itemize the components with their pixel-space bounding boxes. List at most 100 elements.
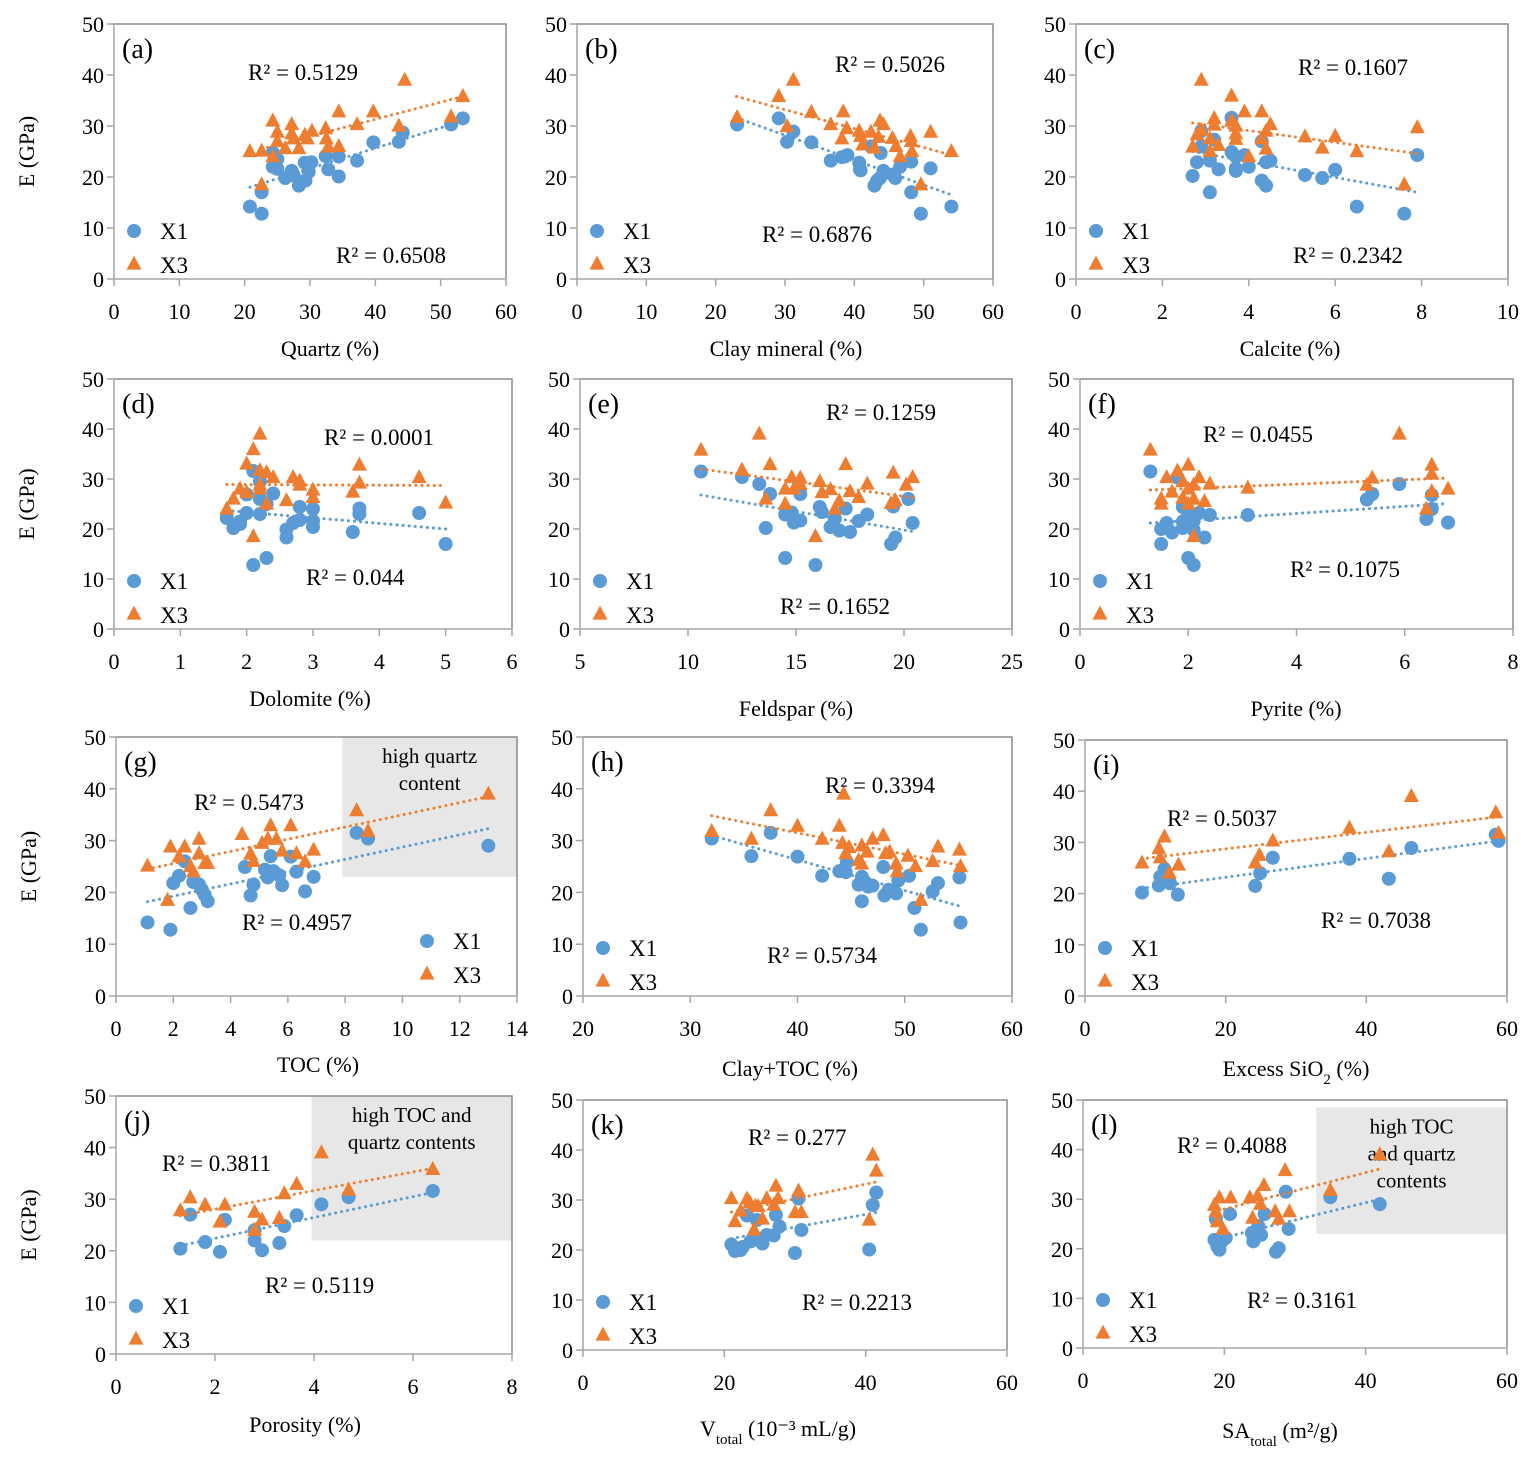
data-point-x1: [481, 838, 496, 853]
x-axis-label: Excess SiO2 (%): [1223, 1056, 1370, 1088]
y-tick-label: 50: [1051, 1088, 1073, 1113]
data-point-x1: [1254, 1227, 1269, 1242]
y-axis-label: E (GPa): [14, 116, 39, 187]
data-point-x3: [1202, 475, 1218, 490]
panel-label: (d): [122, 389, 155, 420]
data-point-x1: [1315, 171, 1330, 186]
data-point-x1: [289, 864, 304, 879]
legend-label-x3: X3: [1122, 253, 1150, 278]
y-tick-label: 0: [1055, 267, 1066, 292]
y-tick-label: 30: [82, 114, 104, 139]
data-point-x3: [397, 71, 413, 86]
data-point-x3: [242, 143, 258, 158]
panel-label: (i): [1093, 750, 1119, 781]
trendline-x1: [1191, 150, 1419, 194]
data-point-x3: [1252, 1195, 1268, 1210]
y-tick-label: 40: [1048, 417, 1070, 442]
plot-frame: [580, 378, 1013, 629]
data-point-x3: [162, 838, 178, 853]
data-point-x3: [1175, 473, 1191, 488]
x-tick-label: 8: [507, 1374, 518, 1399]
x-tick-label: 20: [1215, 1016, 1237, 1041]
data-point-x3: [943, 143, 959, 158]
data-point-x3: [320, 138, 336, 153]
data-point-x3: [269, 132, 285, 147]
data-point-x3: [888, 855, 904, 870]
data-point-x1: [259, 551, 274, 565]
data-point-x3: [1440, 480, 1456, 495]
data-point-x1: [862, 1242, 877, 1257]
data-point-x1: [913, 206, 928, 221]
data-point-x3: [365, 103, 381, 118]
y-tick-label: 50: [84, 1084, 106, 1109]
data-point-x3: [1254, 103, 1270, 118]
y-tick-label: 20: [84, 1239, 106, 1264]
series-x1: [173, 1183, 440, 1259]
y-tick-label: 10: [82, 567, 104, 592]
data-point-x3: [1396, 176, 1412, 191]
trendline-x3: [1191, 121, 1419, 156]
data-point-x1: [1392, 477, 1407, 491]
data-point-x3: [842, 483, 858, 498]
y-tick-label: 50: [84, 725, 106, 750]
data-point-x3: [1254, 130, 1270, 145]
data-point-x3: [1185, 138, 1201, 153]
data-point-x3: [171, 848, 187, 863]
data-point-x3: [247, 1221, 263, 1236]
data-point-x1: [1240, 508, 1255, 522]
x-tick-label: 8: [1416, 299, 1427, 324]
plot-frame: [577, 23, 994, 279]
data-point-x3: [814, 830, 830, 845]
r-squared-label-x1: R² = 0.3161: [1247, 1288, 1357, 1313]
data-point-x1: [1228, 163, 1243, 178]
panel-b: 0 10 20 30 40 50 0 10 20 30 40 50 60 Clay mineral (%)…: [545, 12, 1004, 361]
data-point-x3: [245, 528, 261, 543]
x-tick-label: 0: [572, 299, 583, 324]
data-point-x3: [875, 116, 891, 131]
y-tick-label: 0: [95, 984, 106, 1009]
data-point-x1: [306, 520, 320, 534]
data-point-x1: [1163, 876, 1178, 891]
data-point-x3: [758, 490, 774, 505]
y-tick-label: 10: [1048, 567, 1070, 592]
legend-label-x1: X1: [629, 936, 657, 961]
data-point-x1: [279, 530, 294, 545]
data-point-x3: [284, 116, 300, 131]
legend-marker-x1: [596, 1295, 610, 1309]
data-point-x1: [865, 878, 880, 893]
series-x3: [172, 1144, 441, 1236]
data-point-x3: [1236, 103, 1252, 118]
data-point-x1: [198, 1235, 213, 1250]
legend-label-x1: X1: [1122, 219, 1150, 244]
data-point-x3: [1258, 140, 1274, 155]
y-tick-label: 20: [1051, 1237, 1073, 1262]
data-point-x3: [1186, 490, 1202, 505]
trendline-x3: [699, 467, 915, 499]
data-point-x3: [851, 489, 867, 504]
data-point-x3: [1208, 1203, 1224, 1218]
data-point-x3: [480, 785, 496, 800]
trendline-x3: [1148, 476, 1450, 492]
y-tick-label: 40: [548, 417, 570, 442]
data-point-x1: [455, 111, 470, 126]
data-point-x1: [331, 169, 346, 184]
data-point-x1: [1202, 153, 1217, 168]
data-point-x3: [746, 1221, 762, 1236]
x-tick-label: 4: [1291, 649, 1302, 674]
panel-h: 0 10 20 30 40 50 20 30 40 50 60 Clay+TOC (%) (h) R² =…: [551, 725, 1023, 1081]
legend-marker-x1: [1089, 224, 1103, 238]
data-point-x1: [314, 1197, 329, 1212]
data-point-x1: [1186, 558, 1201, 572]
data-point-x3: [838, 456, 854, 471]
legend-label-x1: X1: [1126, 569, 1154, 594]
data-point-x3: [791, 1182, 807, 1197]
data-point-x3: [1202, 143, 1218, 158]
panel-k: 0 10 20 30 40 50 0 20 40 60 Vtotal (10⁻³ mL/g) (k) R…: [551, 1088, 1018, 1448]
data-point-x3: [443, 108, 459, 123]
data-point-x3: [836, 785, 852, 800]
data-point-x1: [1263, 153, 1278, 168]
panel-c: 0 10 20 30 40 50 0 2 4 6 8 10 Calcite (%) (c) R² = 0.1…: [1044, 12, 1519, 361]
y-tick-label: 30: [551, 1188, 573, 1213]
data-point-x3: [1151, 840, 1167, 855]
